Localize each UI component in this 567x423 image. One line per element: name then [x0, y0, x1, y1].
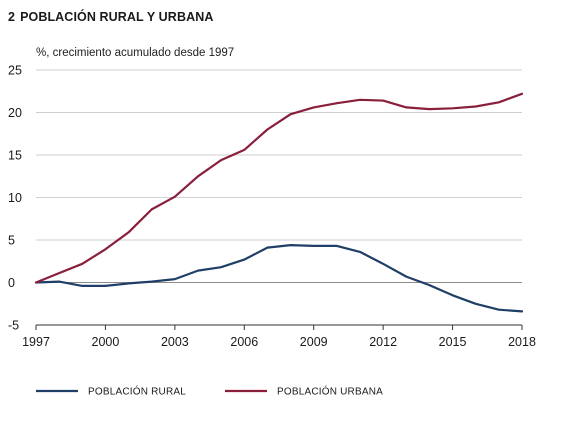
x-tick-label: 2006 — [230, 335, 258, 349]
series-line-urbana — [34, 92, 524, 284]
y-tick-label: 0 — [8, 276, 15, 290]
x-tick-label: 2012 — [369, 335, 397, 349]
y-tick-label: 20 — [8, 106, 22, 120]
x-tick-label: 2003 — [161, 335, 189, 349]
legend-label-rural: POBLACIÓN RURAL — [88, 385, 186, 398]
x-tick-label: 2009 — [300, 335, 328, 349]
chart-number: 2 — [8, 10, 16, 24]
chart-title: 2 POBLACIÓN RURAL Y URBANA — [8, 10, 213, 24]
y-tick-label: -5 — [8, 319, 19, 333]
x-tick-label: 2015 — [439, 335, 467, 349]
y-tick-label: 15 — [8, 149, 22, 163]
chart-subtitle: %, crecimiento acumulado desde 1997 — [36, 47, 235, 59]
y-tick-label: 10 — [8, 191, 22, 205]
series-line-rural — [34, 244, 524, 313]
y-tick-label: 5 — [8, 234, 15, 248]
chart-title-text: POBLACIÓN RURAL Y URBANA — [20, 10, 214, 24]
x-tick-label: 1997 — [22, 335, 50, 349]
x-tick-label: 2000 — [92, 335, 120, 349]
y-tick-label: 25 — [8, 64, 22, 78]
legend-label-urbana: POBLACIÓN URBANA — [277, 385, 383, 398]
x-tick-label: 2018 — [508, 335, 536, 349]
